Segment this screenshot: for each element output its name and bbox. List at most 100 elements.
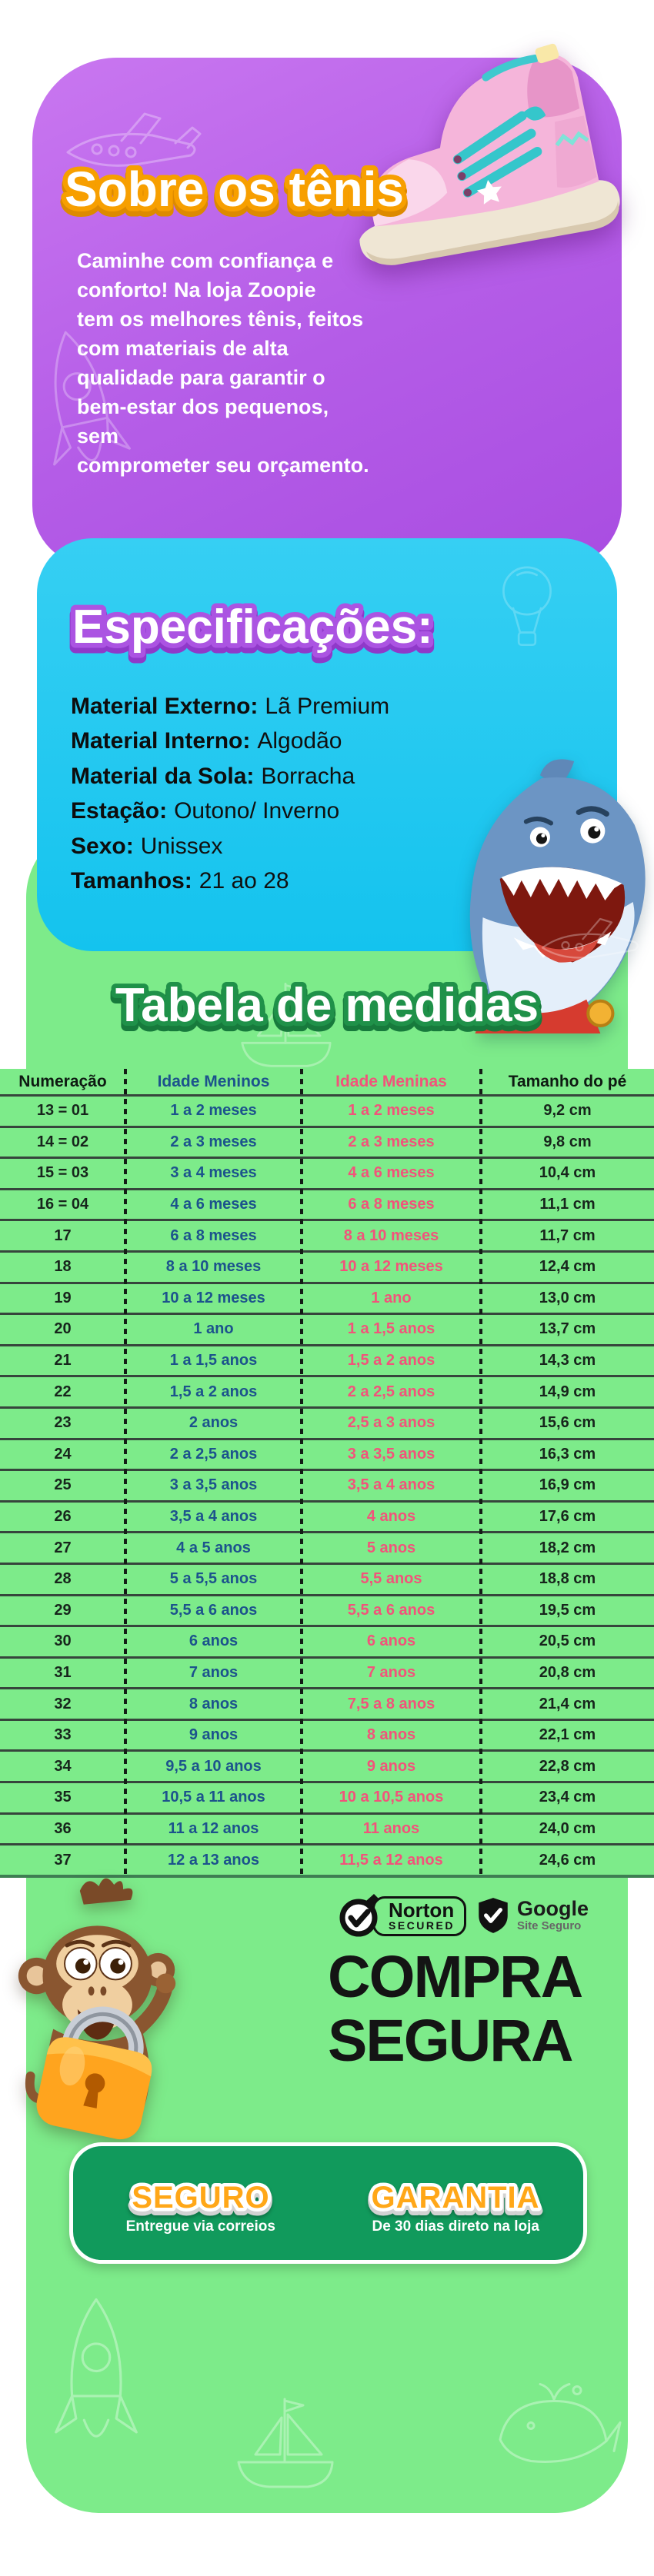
cell-idade-meninos: 8 anos (189, 1695, 239, 1712)
about-title-text: Sobre os tênis (65, 161, 404, 217)
cell-numeracao: 17 (54, 1226, 72, 1244)
cell-idade-meninas: 3 a 3,5 anos (347, 1445, 435, 1463)
norton-sublabel: SECURED (389, 1919, 455, 1932)
boat-doodle-icon (237, 2398, 334, 2488)
cell-idade-meninas: 5,5 a 6 anos (347, 1601, 435, 1619)
cell-numeracao: 16 = 04 (36, 1196, 89, 1213)
cell-idade-meninos: 2 a 2,5 anos (169, 1445, 258, 1463)
size-table-title-text: Tabela de medidas (115, 979, 539, 1032)
seguro-subtitle: Entregue via correios (125, 2218, 275, 2235)
cell-idade-meninas: 9 anos (366, 1757, 416, 1775)
table-row: 19 10 a 12 meses 1 ano 13,0 cm (0, 1281, 654, 1313)
cell-numeracao: 30 (54, 1632, 72, 1650)
cell-tamanho-do-pe: 13,0 cm (539, 1289, 596, 1306)
cell-tamanho-do-pe: 11,1 cm (539, 1196, 596, 1213)
size-table-body: 13 = 01 1 a 2 meses 1 a 2 meses 9,2 cm 1… (0, 1094, 654, 1875)
table-row: 35 10,5 a 11 anos 10 a 10,5 anos 23,4 cm (0, 1781, 654, 1812)
paragraph-line: comprometer seu orçamento. (77, 454, 369, 477)
cell-tamanho-do-pe: 16,3 cm (539, 1445, 596, 1463)
cell-numeracao: 14 = 02 (36, 1133, 89, 1150)
cell-numeracao: 20 (54, 1320, 72, 1338)
rocket-doodle-icon (53, 331, 131, 466)
cell-idade-meninos: 3,5 a 4 anos (169, 1508, 258, 1526)
cell-idade-meninos: 1 ano (193, 1320, 234, 1338)
cell-idade-meninos: 1,5 a 2 anos (169, 1383, 258, 1400)
table-row: 14 = 02 2 a 3 meses 2 a 3 meses 9,8 cm (0, 1125, 654, 1157)
spec-item: Material Interno: Algodão (71, 724, 571, 760)
cell-numeracao: 18 (54, 1258, 72, 1276)
cell-tamanho-do-pe: 13,7 cm (539, 1320, 596, 1338)
paragraph-line: tem os melhores tênis, feitos (77, 308, 364, 331)
spec-label: Sexo: (71, 833, 134, 859)
paragraph-line: conforto! Na loja Zoopie (77, 275, 369, 305)
table-row: 24 2 a 2,5 anos 3 a 3,5 anos 16,3 cm (0, 1437, 654, 1469)
norton-secured-badge: Norton SECURED (339, 1893, 466, 1939)
cell-idade-meninos: 9,5 a 10 anos (165, 1757, 262, 1775)
cell-idade-meninos: 6 a 8 meses (170, 1226, 257, 1244)
table-row: 34 9,5 a 10 anos 9 anos 22,8 cm (0, 1749, 654, 1781)
table-row: 23 2 anos 2,5 a 3 anos 15,6 cm (0, 1406, 654, 1438)
cell-idade-meninas: 4 anos (366, 1508, 416, 1526)
cell-idade-meninos: 10,5 a 11 anos (162, 1789, 265, 1806)
cell-tamanho-do-pe: 24,0 cm (539, 1819, 596, 1837)
spec-item: Tamanhos: 21 ao 28 (71, 864, 571, 900)
balloon-doodle-icon (502, 566, 552, 647)
cell-idade-meninas: 5,5 anos (360, 1570, 422, 1588)
guarantee-box: SEGURO SEGURO Entregue via correios GARA… (69, 2142, 587, 2264)
cell-numeracao: 15 = 03 (36, 1164, 89, 1182)
cell-idade-meninos: 8 a 10 meses (165, 1258, 262, 1276)
table-row: 37 12 a 13 anos 11,5 a 12 anos 24,6 cm (0, 1843, 654, 1875)
specs-title: Especificações: Especificações: (67, 596, 439, 664)
table-row: 13 = 01 1 a 2 meses 1 a 2 meses 9,2 cm (0, 1094, 654, 1126)
cell-idade-meninos: 3 a 4 meses (170, 1164, 257, 1182)
size-table-title-shadow: Tabela de medidas (115, 983, 539, 1037)
column-divider (124, 1069, 127, 1875)
table-row: 31 7 anos 7 anos 20,8 cm (0, 1656, 654, 1688)
spec-label: Material Interno: (71, 728, 251, 754)
cell-idade-meninos: 4 a 5 anos (176, 1539, 251, 1556)
google-site-seguro-badge: Google Site Seguro (477, 1896, 589, 1935)
headline-line-1: COMPRA (328, 1944, 583, 2010)
cell-tamanho-do-pe: 22,8 cm (539, 1757, 596, 1775)
cell-idade-meninos: 11 a 12 anos (168, 1819, 259, 1837)
cell-tamanho-do-pe: 18,2 cm (539, 1539, 596, 1556)
cell-tamanho-do-pe: 11,7 cm (539, 1226, 596, 1244)
cell-tamanho-do-pe: 24,6 cm (539, 1851, 596, 1869)
cell-tamanho-do-pe: 20,8 cm (539, 1663, 596, 1681)
seguro-title: SEGURO SEGURO (127, 2178, 273, 2221)
cell-numeracao: 21 (54, 1352, 72, 1370)
size-table-title: Tabela de medidas Tabela de medidas (110, 974, 544, 1042)
table-row: 16 = 04 4 a 6 meses 6 a 8 meses 11,1 cm (0, 1187, 654, 1220)
cell-idade-meninos: 12 a 13 anos (168, 1851, 259, 1869)
cell-tamanho-do-pe: 15,6 cm (539, 1414, 596, 1432)
cell-idade-meninas: 5 anos (366, 1539, 416, 1556)
table-row: 28 5 a 5,5 anos 5,5 anos 18,8 cm (0, 1562, 654, 1594)
cell-numeracao: 34 (54, 1757, 72, 1775)
cell-idade-meninas: 3,5 a 4 anos (347, 1476, 435, 1494)
paragraph-line: com materiais de alta (77, 337, 289, 360)
garantia-subtitle: De 30 dias direto na loja (372, 2218, 540, 2235)
cell-numeracao: 33 (54, 1726, 72, 1744)
cell-idade-meninos: 3 a 3,5 anos (169, 1476, 258, 1494)
table-row: 15 = 03 3 a 4 meses 4 a 6 meses 10,4 cm (0, 1157, 654, 1188)
spec-label: Tamanhos: (71, 868, 192, 894)
table-row: 25 3 a 3,5 anos 3,5 a 4 anos 16,9 cm (0, 1469, 654, 1500)
cell-tamanho-do-pe: 23,4 cm (539, 1789, 596, 1806)
spec-value: 21 ao 28 (199, 868, 289, 894)
cell-idade-meninas: 1,5 a 2 anos (347, 1352, 435, 1370)
cell-idade-meninos: 1 a 2 meses (170, 1102, 257, 1120)
size-table: Numeração Idade Meninos Idade Meninas Ta… (0, 1069, 654, 1878)
specs-title-text: Especificações: (72, 601, 433, 654)
spec-value: Unissex (140, 833, 223, 859)
spec-value: Algodão (257, 728, 342, 754)
garantia-title: GARANTIA GARANTIA (367, 2178, 544, 2221)
cell-idade-meninos: 6 anos (189, 1632, 239, 1650)
cell-numeracao: 23 (54, 1414, 72, 1432)
spec-item: Sexo: Unissex (71, 829, 571, 864)
cell-idade-meninos: 10 a 12 meses (162, 1289, 265, 1306)
column-header-idade-meninos: Idade Meninos (157, 1072, 270, 1090)
paragraph-line: Caminhe com confiança e (77, 249, 334, 272)
cell-idade-meninos: 5,5 a 6 anos (169, 1601, 258, 1619)
cell-tamanho-do-pe: 12,4 cm (539, 1258, 596, 1276)
